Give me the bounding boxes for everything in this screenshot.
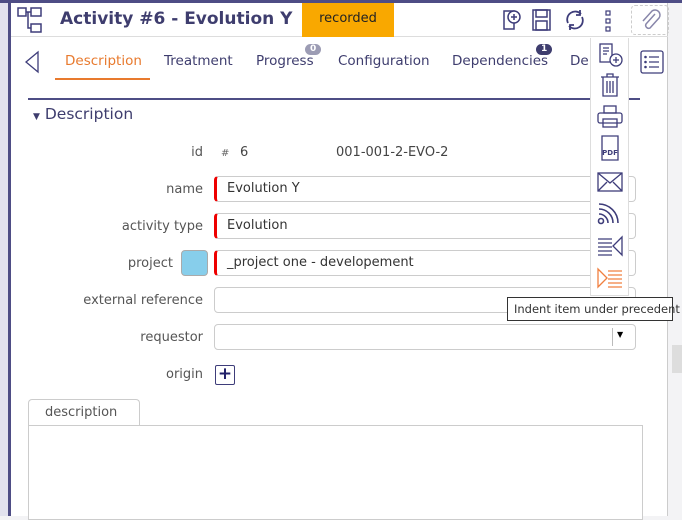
print-icon[interactable]	[596, 104, 624, 130]
tab-treatment[interactable]: Treatment	[164, 53, 233, 69]
page-title: Activity #6 - Evolution Y	[60, 9, 293, 29]
delete-icon[interactable]	[596, 72, 624, 98]
project-color-swatch	[181, 250, 208, 276]
section-title: Description	[44, 105, 134, 123]
copy-icon[interactable]	[596, 42, 624, 68]
requestor-label: requestor	[140, 330, 203, 345]
left-strip	[0, 0, 8, 516]
email-icon[interactable]	[596, 169, 624, 195]
dependencies-badge: 1	[536, 44, 553, 55]
status-badge: recorded	[302, 3, 394, 37]
tooltip: Indent item under precedent	[507, 297, 680, 321]
hierarchy-icon	[17, 7, 42, 33]
list-view-icon[interactable]	[640, 50, 664, 74]
add-origin-button[interactable]: +	[215, 365, 235, 385]
tab-description[interactable]: Description	[65, 53, 142, 69]
scrollbar[interactable]	[672, 345, 682, 373]
svg-text:PDF: PDF	[602, 149, 618, 157]
tab-configuration[interactable]: Configuration	[338, 53, 430, 69]
more-options-icon[interactable]	[605, 10, 613, 32]
indent-icon[interactable]	[596, 265, 624, 291]
save-icon[interactable]	[531, 8, 553, 32]
subscribe-icon[interactable]	[596, 200, 624, 226]
hash-icon: #	[221, 148, 230, 159]
project-field[interactable]: _project one - developement	[214, 250, 636, 276]
id-label: id	[191, 145, 203, 160]
external-reference-label: external reference	[83, 293, 203, 308]
id-value: 6	[240, 145, 249, 160]
tab-progress[interactable]: Progress	[256, 53, 314, 69]
progress-badge: 0	[305, 44, 322, 55]
activity-type-field[interactable]: Evolution	[214, 213, 636, 239]
chevron-down-icon[interactable]: ▼	[617, 330, 624, 339]
name-label: name	[166, 182, 203, 197]
refresh-icon[interactable]	[563, 8, 587, 32]
requestor-select[interactable]	[214, 324, 636, 350]
section-toggle[interactable]: ▼ Description	[33, 105, 133, 123]
reference-value: 001-001-2-EVO-2	[336, 145, 449, 160]
activity-type-label: activity type	[121, 219, 203, 234]
description-tab[interactable]: description	[28, 399, 140, 426]
select-separator	[612, 328, 613, 346]
project-label: project	[127, 256, 173, 271]
description-editor[interactable]	[28, 425, 643, 520]
tab-dependencies[interactable]: Dependencies	[452, 53, 549, 69]
paperclip-icon	[642, 9, 661, 30]
origin-label: origin	[165, 367, 203, 382]
top-border	[0, 0, 682, 3]
tab-more[interactable]: De	[570, 53, 589, 69]
outdent-icon[interactable]	[596, 233, 624, 259]
pdf-icon[interactable]: PDF	[596, 135, 624, 161]
active-tab-underline	[55, 78, 150, 80]
new-item-icon[interactable]	[501, 8, 523, 32]
back-arrow-icon[interactable]	[24, 50, 40, 74]
name-field[interactable]: Evolution Y	[214, 176, 636, 202]
caret-down-icon: ▼	[33, 112, 40, 122]
left-border	[8, 0, 11, 516]
actions-menu: PDF	[590, 38, 629, 296]
attachment-button[interactable]	[631, 5, 669, 35]
section-divider	[28, 98, 640, 100]
